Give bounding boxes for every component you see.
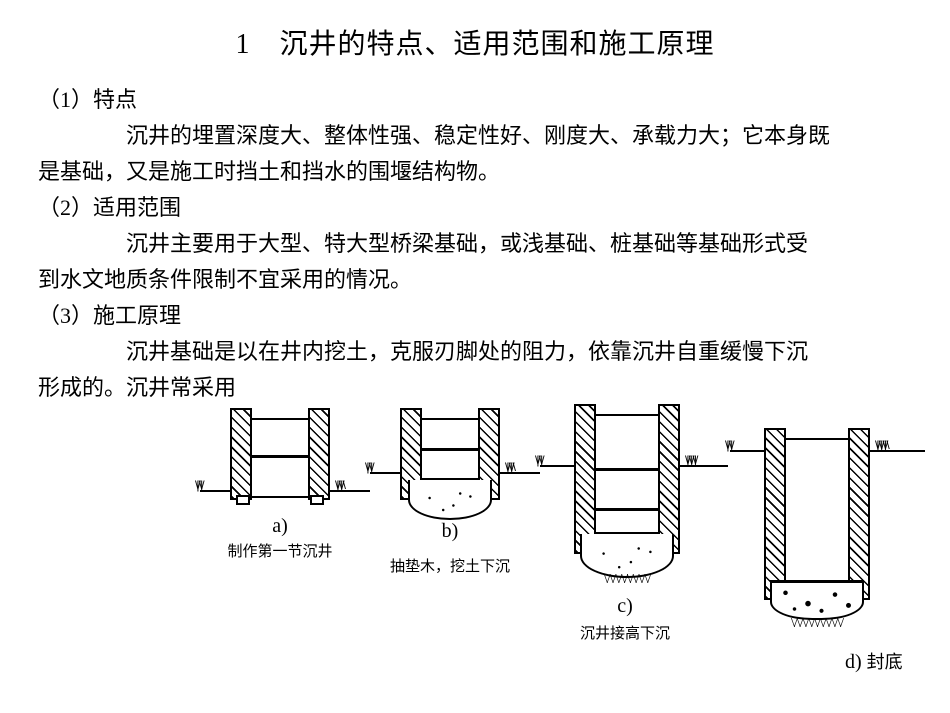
spike-icon: \/\/\/\/\/\/\/\/ <box>580 572 674 588</box>
grass-icon: \|/\|/\|/\ <box>875 438 888 452</box>
caisson-wall-right <box>848 428 870 600</box>
caisson-wall-left <box>574 404 596 554</box>
subfig-d: \|/\|/ \|/\|/\|/\ \/\/\/\/\/\/\/\/\/ d) … <box>730 400 930 700</box>
segment-line <box>250 455 310 458</box>
subfig-a: \|/\|/ \|/\|/\ a) 制作第一节沉井 <box>200 400 370 580</box>
base-block <box>310 495 324 505</box>
page-title: 1 沉井的特点、适用范围和施工原理 <box>0 0 950 82</box>
grass-icon: \|/\|/\ <box>335 478 344 492</box>
subfig-d-text: 封底 <box>867 652 903 672</box>
seal-top-line <box>770 580 864 583</box>
segment-line <box>594 468 660 471</box>
grass-icon: \|/\|/ <box>365 460 373 474</box>
subfig-c: \|/\|/ \|/\|/\|/ \/\/\/\/\/\/\/\/ c) 沉井接… <box>540 400 730 660</box>
subfig-a-text: 制作第一节沉井 <box>200 540 360 561</box>
grass-icon: \|/\|/\ <box>505 460 514 474</box>
subfig-b-letter: b) <box>370 520 530 543</box>
base-block <box>236 495 250 505</box>
subfig-b-text: 抽垫木，挖土下沉 <box>370 555 530 576</box>
subfig-c-text: 沉井接高下沉 <box>540 622 710 643</box>
caisson-body <box>784 438 850 580</box>
caisson-body <box>594 414 660 534</box>
section-3-para-line-1: 沉井基础是以在井内挖土，克服刃脚处的阻力，依靠沉井自重缓慢下沉 <box>38 334 912 370</box>
ground-line <box>370 472 400 474</box>
subfig-d-letter: d) 封底 <box>845 648 903 674</box>
ground-line <box>730 450 764 452</box>
spike-icon: \/\/\/\/\/\/\/\/\/ <box>766 616 868 632</box>
content-block: （1）特点 沉井的埋置深度大、整体性强、稳定性好、刚度大、承载力大；它本身既 是… <box>0 82 950 406</box>
grass-icon: \|/\|/ <box>195 478 203 492</box>
excavation-mound <box>408 480 492 520</box>
section-2-head: （2）适用范围 <box>38 190 912 226</box>
grass-icon: \|/\|/\|/ <box>685 453 696 467</box>
grass-icon: \|/\|/ <box>725 438 733 452</box>
subfig-c-letter: c) <box>540 595 710 618</box>
segment-line <box>594 508 660 511</box>
ground-line <box>200 490 230 492</box>
caisson-wall-left <box>230 408 252 500</box>
subfig-a-letter: a) <box>200 515 360 538</box>
section-2-para-line-1: 沉井主要用于大型、特大型桥梁基础，或浅基础、桩基础等基础形式受 <box>38 226 912 262</box>
section-3-head: （3）施工原理 <box>38 298 912 334</box>
figure-area: \|/\|/ \|/\|/\ a) 制作第一节沉井 \|/\|/ \|/\|/\ <box>200 400 940 710</box>
caisson-wall-right <box>658 404 680 554</box>
segment-line <box>420 448 480 451</box>
seal-layer <box>770 580 864 620</box>
section-1-para-line-2: 是基础，又是施工时挡土和挡水的围堰结构物。 <box>38 154 912 190</box>
ground-line <box>540 465 574 467</box>
section-2-para-line-2: 到水文地质条件限制不宜采用的情况。 <box>38 262 912 298</box>
grass-icon: \|/\|/ <box>535 453 543 467</box>
section-1-head: （1）特点 <box>38 82 912 118</box>
caisson-body <box>250 418 310 498</box>
caisson-wall-right <box>308 408 330 500</box>
subfig-b: \|/\|/ \|/\|/\ b) 抽垫木，挖土下沉 <box>370 400 540 610</box>
section-1-para-line-1: 沉井的埋置深度大、整体性强、稳定性好、刚度大、承载力大；它本身既 <box>38 118 912 154</box>
caisson-wall-left <box>764 428 786 600</box>
